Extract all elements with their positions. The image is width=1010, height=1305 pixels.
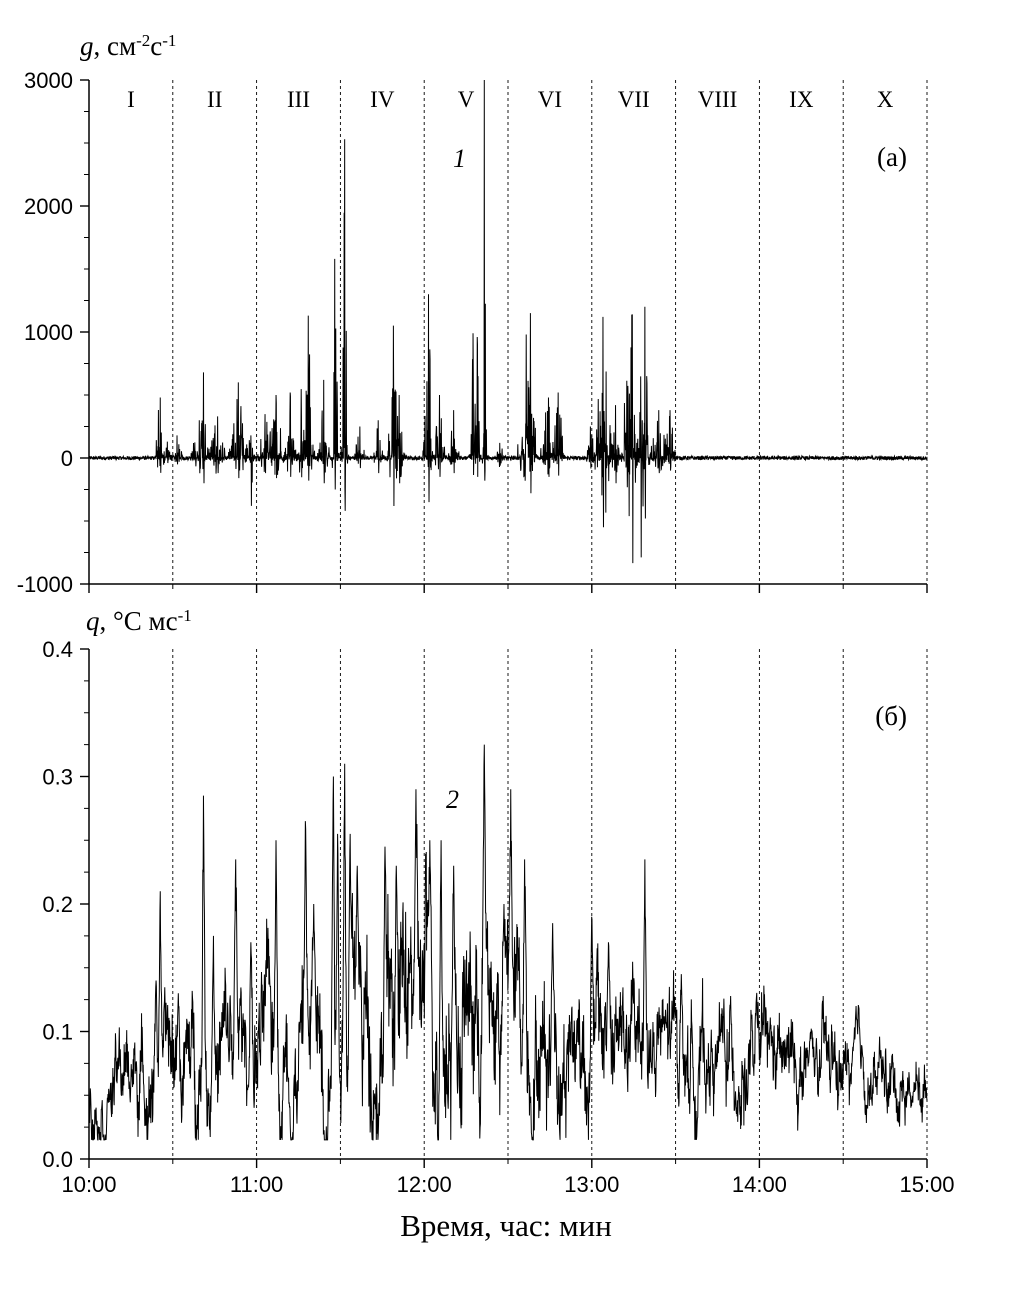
- panel-a-axes: [88, 80, 928, 593]
- panel-b-q-flux: q, °С мс-1 0.0 0.1 0.2 0.3 0.4 10:00 11:00 12:…: [42, 606, 954, 1244]
- panel-a-g-flux: g, см-2с-1 I II III IV V VI VII VIII IX X -100001…: [17, 31, 928, 597]
- curve-1-label: 1: [453, 144, 466, 173]
- y-tick-label: 0.2: [42, 892, 73, 917]
- interval-label: VI: [538, 87, 562, 112]
- y-tick-label: 3000: [24, 68, 73, 93]
- y-tick-label: 0.4: [42, 637, 73, 662]
- interval-label: X: [877, 87, 894, 112]
- x-tick-label: 14:00: [732, 1172, 787, 1197]
- x-tick-label: 13:00: [564, 1172, 619, 1197]
- panel-b-x-ticks: 10:00 11:00 12:00 13:00 14:00 15:00: [61, 1172, 954, 1197]
- x-tick-label: 15:00: [899, 1172, 954, 1197]
- interval-label: III: [287, 87, 310, 112]
- y-tick-label: -1000: [17, 572, 73, 597]
- y-tick-label: 1000: [24, 320, 73, 345]
- panel-b-series-q: [88, 744, 928, 1141]
- interval-label: IV: [370, 87, 395, 112]
- y-tick-label: 0: [61, 446, 73, 471]
- panel-b-tag: (б): [875, 701, 907, 731]
- curve-2-label: 2: [446, 785, 459, 814]
- x-tick-label: 11:00: [230, 1172, 283, 1197]
- panel-a-tag: (а): [877, 142, 907, 172]
- panel-b-ylabel: q, °С мс-1: [86, 606, 192, 637]
- y-tick-label: 0.3: [42, 765, 73, 790]
- interval-label: VII: [618, 87, 650, 112]
- panel-a-interval-separators: [172, 80, 928, 584]
- panel-a-ylabel: g, см-2с-1: [80, 31, 176, 62]
- x-axis-title: Время, час: мин: [400, 1208, 612, 1243]
- y-tick-label: 0.0: [42, 1147, 73, 1172]
- panel-a-y-ticks: -1000 0 1000 2000 3000: [17, 68, 89, 597]
- interval-label: VIII: [698, 87, 738, 112]
- interval-label: II: [207, 87, 222, 112]
- y-tick-label: 0.1: [42, 1020, 73, 1045]
- interval-label: IX: [789, 87, 814, 112]
- interval-label: V: [458, 87, 475, 112]
- y-tick-label: 2000: [24, 194, 73, 219]
- x-tick-label: 10:00: [61, 1172, 116, 1197]
- x-tick-label: 12:00: [397, 1172, 452, 1197]
- panel-a-interval-labels: I II III IV V VI VII VIII IX X: [127, 87, 894, 112]
- panel-b-interval-separators: [172, 649, 928, 1159]
- interval-label: I: [127, 87, 135, 112]
- panel-a-series-g: [88, 79, 928, 564]
- panel-b-y-ticks: 0.0 0.1 0.2 0.3 0.4: [42, 637, 89, 1172]
